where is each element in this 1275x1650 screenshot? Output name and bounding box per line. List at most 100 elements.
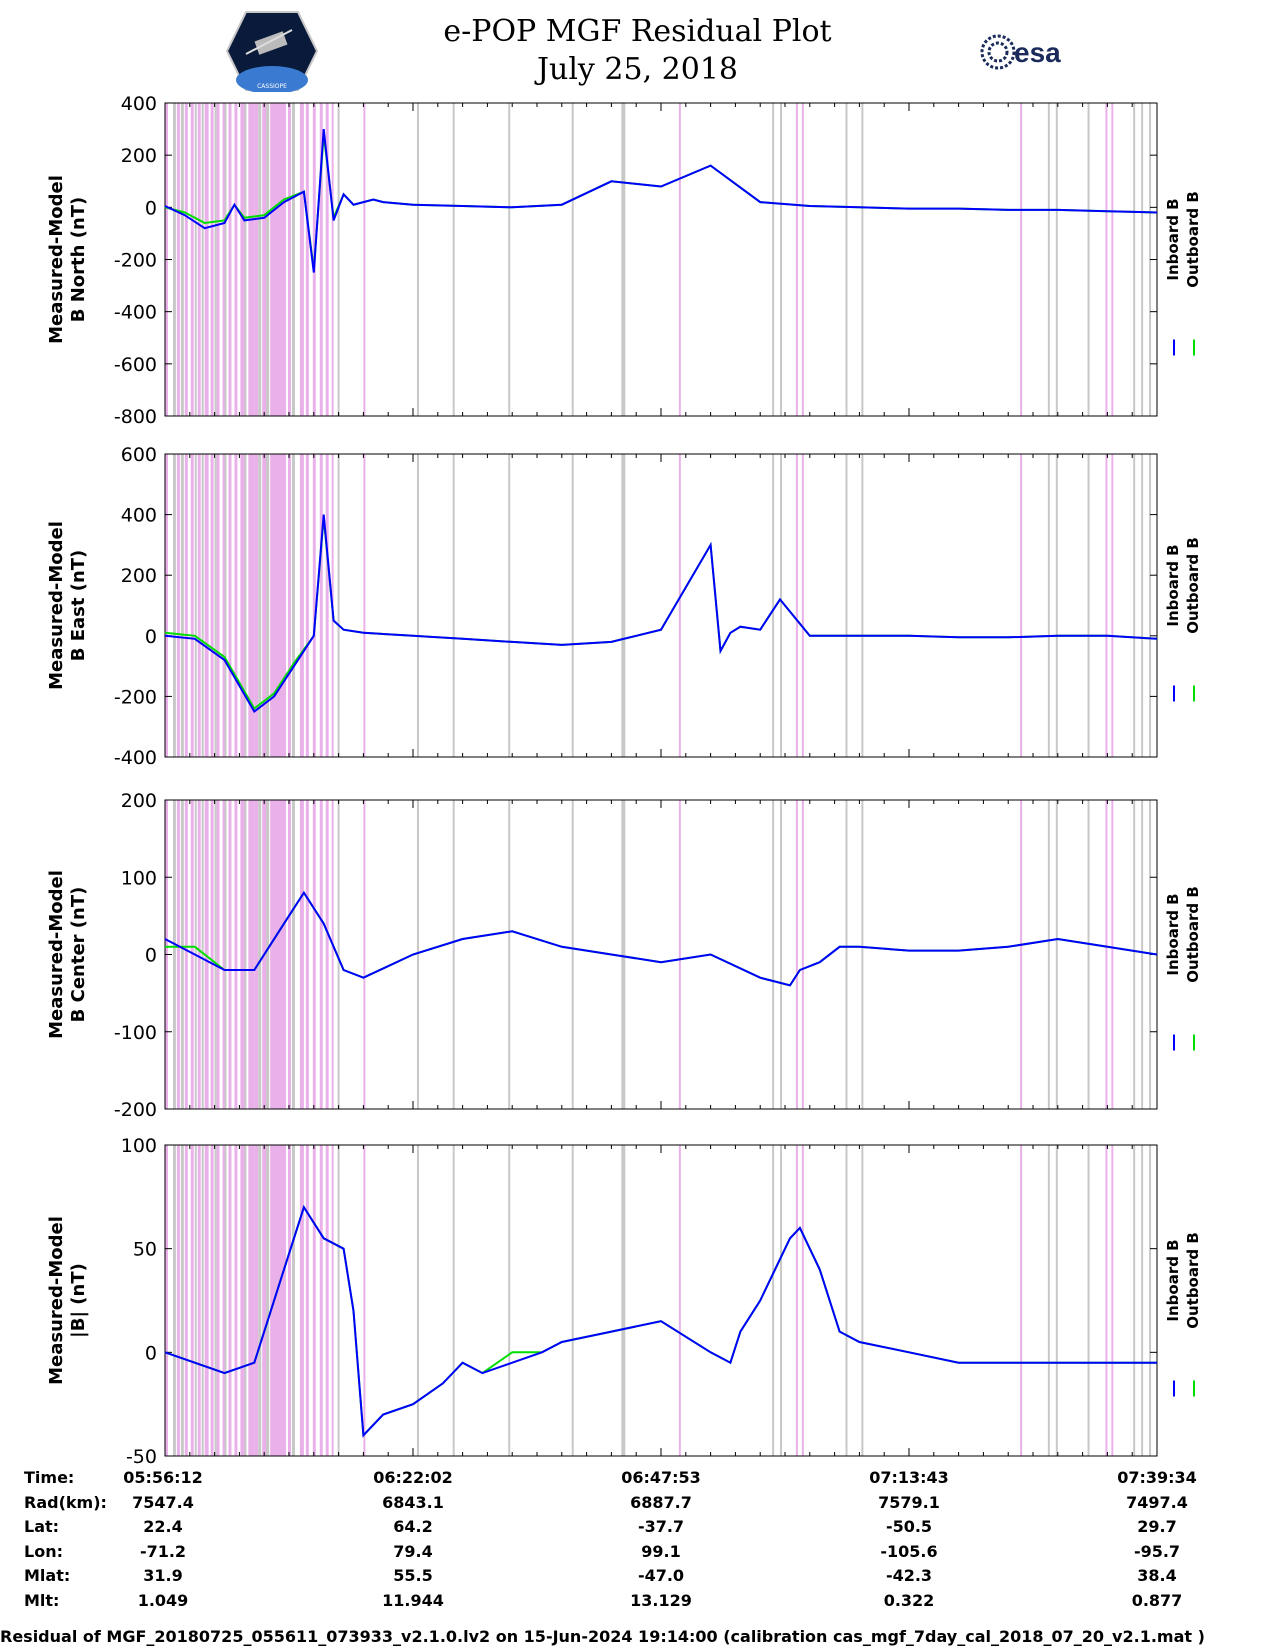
esa-logo: esa (980, 34, 1061, 70)
magenta-band (254, 1145, 259, 1456)
info-cell: 0.877 (1131, 1590, 1183, 1610)
gray-band (172, 454, 176, 757)
magenta-band (312, 1145, 316, 1456)
y-tick-label: 200 (121, 145, 157, 167)
gray-band (416, 1145, 419, 1456)
magenta-band (795, 103, 798, 416)
legend-inboard-label: Inboard B (1164, 544, 1182, 626)
magenta-band (288, 800, 291, 1109)
info-row-label: Rad(km): (24, 1492, 107, 1512)
info-cell: 99.1 (641, 1541, 681, 1561)
magenta-band (254, 454, 259, 757)
magenta-band (319, 103, 323, 416)
gray-band (845, 1145, 848, 1456)
gray-band (224, 1145, 227, 1456)
gray-band (621, 1145, 626, 1456)
gray-band (337, 454, 340, 757)
info-cell: 7547.4 (132, 1492, 194, 1512)
gray-band (1141, 800, 1144, 1109)
gray-band (452, 1145, 455, 1456)
magenta-band (331, 1145, 334, 1456)
magenta-band (248, 454, 255, 757)
y-tick-label: 200 (121, 790, 157, 812)
gray-band (621, 103, 626, 416)
info-cell: 6843.1 (382, 1492, 444, 1512)
magenta-band (165, 454, 168, 757)
gray-band (291, 103, 295, 416)
gray-band (291, 454, 295, 757)
magenta-band (299, 800, 304, 1109)
gray-band (337, 103, 340, 416)
magenta-band (165, 1145, 168, 1456)
gray-band (180, 454, 184, 757)
logo-right-text: esa (1014, 37, 1061, 68)
gray-band (780, 454, 783, 757)
gray-band (861, 1145, 864, 1456)
y-tick-label: -400 (114, 747, 157, 769)
info-cell: -37.7 (637, 1517, 685, 1536)
magenta-band (262, 1145, 268, 1456)
magenta-band (331, 800, 334, 1109)
magenta-band (288, 454, 291, 757)
gray-band (772, 103, 775, 416)
magenta-band (305, 1145, 309, 1456)
magenta-band (222, 1145, 226, 1456)
magenta-band (228, 103, 232, 416)
y-tick-label: 0 (145, 1342, 157, 1364)
magenta-band (325, 103, 329, 416)
magenta-band (234, 103, 238, 416)
y-tick-label: -400 (114, 302, 157, 324)
magenta-band (176, 1145, 180, 1456)
y-axis-label: B Center (nT) (68, 887, 89, 1023)
gray-band (266, 1145, 270, 1456)
gray-band (621, 454, 626, 757)
magenta-band (801, 103, 804, 416)
gray-band (194, 1145, 197, 1456)
info-cell: 64.2 (393, 1517, 433, 1536)
info-cell: -71.2 (139, 1541, 187, 1561)
info-cell: 05:56:12 (123, 1468, 203, 1487)
magenta-band (234, 454, 238, 757)
y-tick-label: -200 (114, 686, 157, 708)
gray-band (258, 103, 262, 416)
info-cell: 22.4 (143, 1517, 183, 1536)
info-cell: -95.7 (1133, 1541, 1181, 1561)
y-tick-label: 0 (145, 197, 157, 219)
magenta-band (1111, 454, 1114, 757)
info-cell: 06:47:53 (621, 1468, 701, 1487)
magenta-band (222, 800, 226, 1109)
magenta-band (222, 454, 226, 757)
footer-caption: Residual of MGF_20180725_055611_073933_v… (0, 1627, 1205, 1646)
magenta-band (204, 800, 209, 1109)
gray-band (291, 1145, 295, 1456)
y-tick-label: 200 (121, 565, 157, 587)
magenta-band (801, 1145, 804, 1456)
magenta-band (262, 103, 268, 416)
info-cell: 1.049 (137, 1590, 189, 1610)
magenta-band (325, 454, 329, 757)
magenta-band (363, 800, 366, 1109)
info-cell: 7579.1 (878, 1492, 940, 1512)
gray-band (224, 103, 227, 416)
gray-band (337, 1145, 340, 1456)
gray-band (508, 1145, 511, 1456)
magenta-band (176, 454, 180, 757)
magenta-band (190, 103, 194, 416)
gray-band (266, 454, 270, 757)
info-cell: 07:39:34 (1117, 1468, 1197, 1487)
magenta-band (795, 454, 798, 757)
magenta-band (184, 1145, 188, 1456)
y-tick-label: 0 (145, 945, 157, 967)
y-axis-label: |B| (nT) (68, 1263, 89, 1338)
legend-outboard-label: Outboard B (1184, 537, 1202, 634)
gray-band (1133, 103, 1136, 416)
gray-band (780, 1145, 783, 1456)
gray-band (1055, 103, 1058, 416)
magenta-band (210, 103, 214, 416)
info-cell: 13.129 (630, 1590, 692, 1610)
y-tick-label: -800 (114, 406, 157, 428)
gray-band (180, 800, 184, 1109)
magenta-band (184, 103, 188, 416)
magenta-band (1020, 1145, 1023, 1456)
